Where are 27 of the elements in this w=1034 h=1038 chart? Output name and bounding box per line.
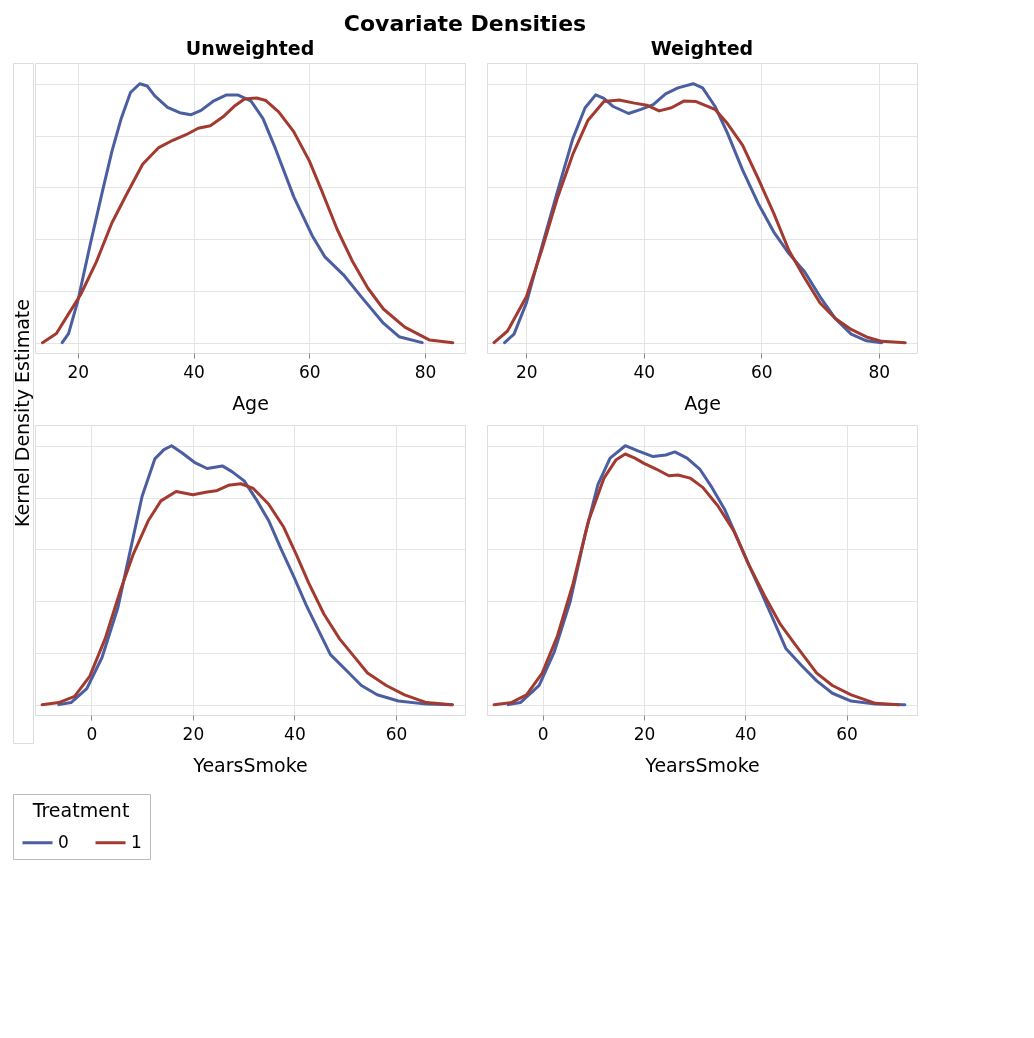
x-tick-label: 60 [836,723,858,744]
x-axis-title: Age [684,391,721,414]
x-tick-label: 40 [284,723,306,744]
legend-title: Treatment [31,799,130,821]
legend-label: 0 [58,831,69,852]
x-tick-label: 0 [86,723,98,744]
x-axis-title: YearsSmoke [644,753,760,776]
y-axis-title: Kernel Density Estimate [11,299,33,527]
x-tick-label: 40 [633,361,656,382]
legend-label: 1 [131,831,142,852]
x-tick-label: 80 [868,361,891,382]
x-tick-label: 40 [183,361,205,382]
x-axis-title: YearsSmoke [192,753,308,776]
x-tick-label: 20 [67,361,90,382]
x-tick-label: 20 [516,361,538,382]
x-tick-label: 60 [751,361,773,382]
x-axis-title: Age [232,391,269,414]
x-tick-label: 60 [385,723,408,744]
chart-subtitle: Weighted [650,37,754,59]
x-tick-label: 40 [734,723,757,744]
x-tick-label: 20 [182,723,205,744]
x-tick-label: 20 [633,723,656,744]
chart-subtitle: Unweighted [185,37,315,59]
x-tick-label: 0 [537,723,549,744]
x-tick-label: 60 [299,361,321,382]
x-tick-label: 80 [414,361,437,382]
chart-title: Covariate Densities [343,10,587,36]
